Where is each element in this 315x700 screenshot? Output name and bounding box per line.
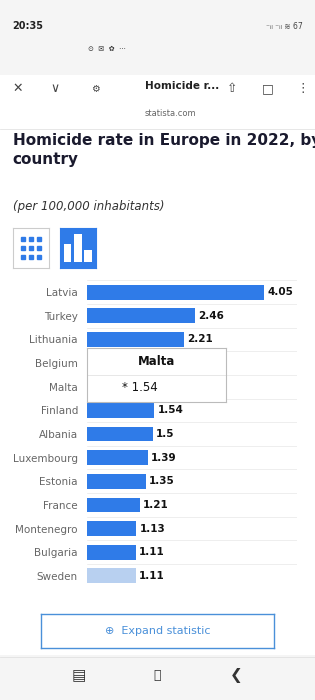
Text: 1.13: 1.13: [140, 524, 165, 533]
Bar: [87, 285, 264, 300]
Text: ▤: ▤: [72, 668, 86, 682]
Text: (per 100,000 inhabitants): (per 100,000 inhabitants): [13, 200, 164, 213]
Bar: [87, 403, 154, 418]
Text: 1.21: 1.21: [143, 500, 169, 510]
Bar: [87, 309, 195, 323]
Text: ⋮: ⋮: [296, 83, 309, 95]
Text: ⊙  ✉  ✿  ···: ⊙ ✉ ✿ ···: [88, 46, 126, 52]
Text: 1.54: 1.54: [158, 405, 183, 415]
Bar: [87, 545, 135, 559]
Text: ❮: ❮: [230, 668, 243, 682]
Text: ∨: ∨: [50, 83, 60, 95]
Bar: [64, 244, 72, 262]
Text: statista.com: statista.com: [145, 109, 197, 118]
Text: 2.46: 2.46: [198, 311, 224, 321]
Text: Homicide r...: Homicide r...: [145, 81, 219, 91]
Bar: [87, 427, 153, 441]
Text: 1.11: 1.11: [139, 547, 164, 557]
Text: Homicide rate in Europe in 2022, by
country: Homicide rate in Europe in 2022, by coun…: [13, 134, 315, 167]
Text: 1.76: 1.76: [167, 358, 193, 368]
Bar: [87, 450, 148, 465]
Bar: [87, 356, 164, 370]
Bar: [87, 498, 140, 512]
Text: 20:35: 20:35: [13, 21, 43, 32]
Text: * 1.54: * 1.54: [122, 382, 158, 395]
Text: ✕: ✕: [13, 83, 23, 95]
Text: ⚙: ⚙: [91, 84, 100, 94]
Text: ⁻ᵢₗ ⁻ᵢₗ ≋ 67: ⁻ᵢₗ ⁻ᵢₗ ≋ 67: [266, 22, 302, 31]
Bar: [74, 234, 82, 262]
Bar: [87, 522, 136, 536]
Text: Malta: Malta: [138, 356, 175, 368]
Text: 2.21: 2.21: [187, 335, 213, 344]
Bar: [87, 332, 184, 346]
Text: □: □: [261, 83, 273, 95]
Text: 1.35: 1.35: [149, 476, 175, 486]
Bar: [84, 250, 92, 262]
Text: 1.5: 1.5: [156, 429, 174, 439]
Text: ⇧: ⇧: [227, 83, 237, 95]
Bar: [87, 474, 146, 489]
Text: 4.05: 4.05: [267, 287, 293, 298]
Text: 1.39: 1.39: [151, 453, 176, 463]
Text: ⬛: ⬛: [154, 668, 161, 682]
Text: 1.11: 1.11: [139, 570, 164, 581]
Text: 1.54: 1.54: [158, 382, 183, 392]
Bar: [87, 568, 135, 583]
Text: ⊕  Expand statistic: ⊕ Expand statistic: [105, 626, 210, 636]
Bar: [87, 379, 154, 394]
